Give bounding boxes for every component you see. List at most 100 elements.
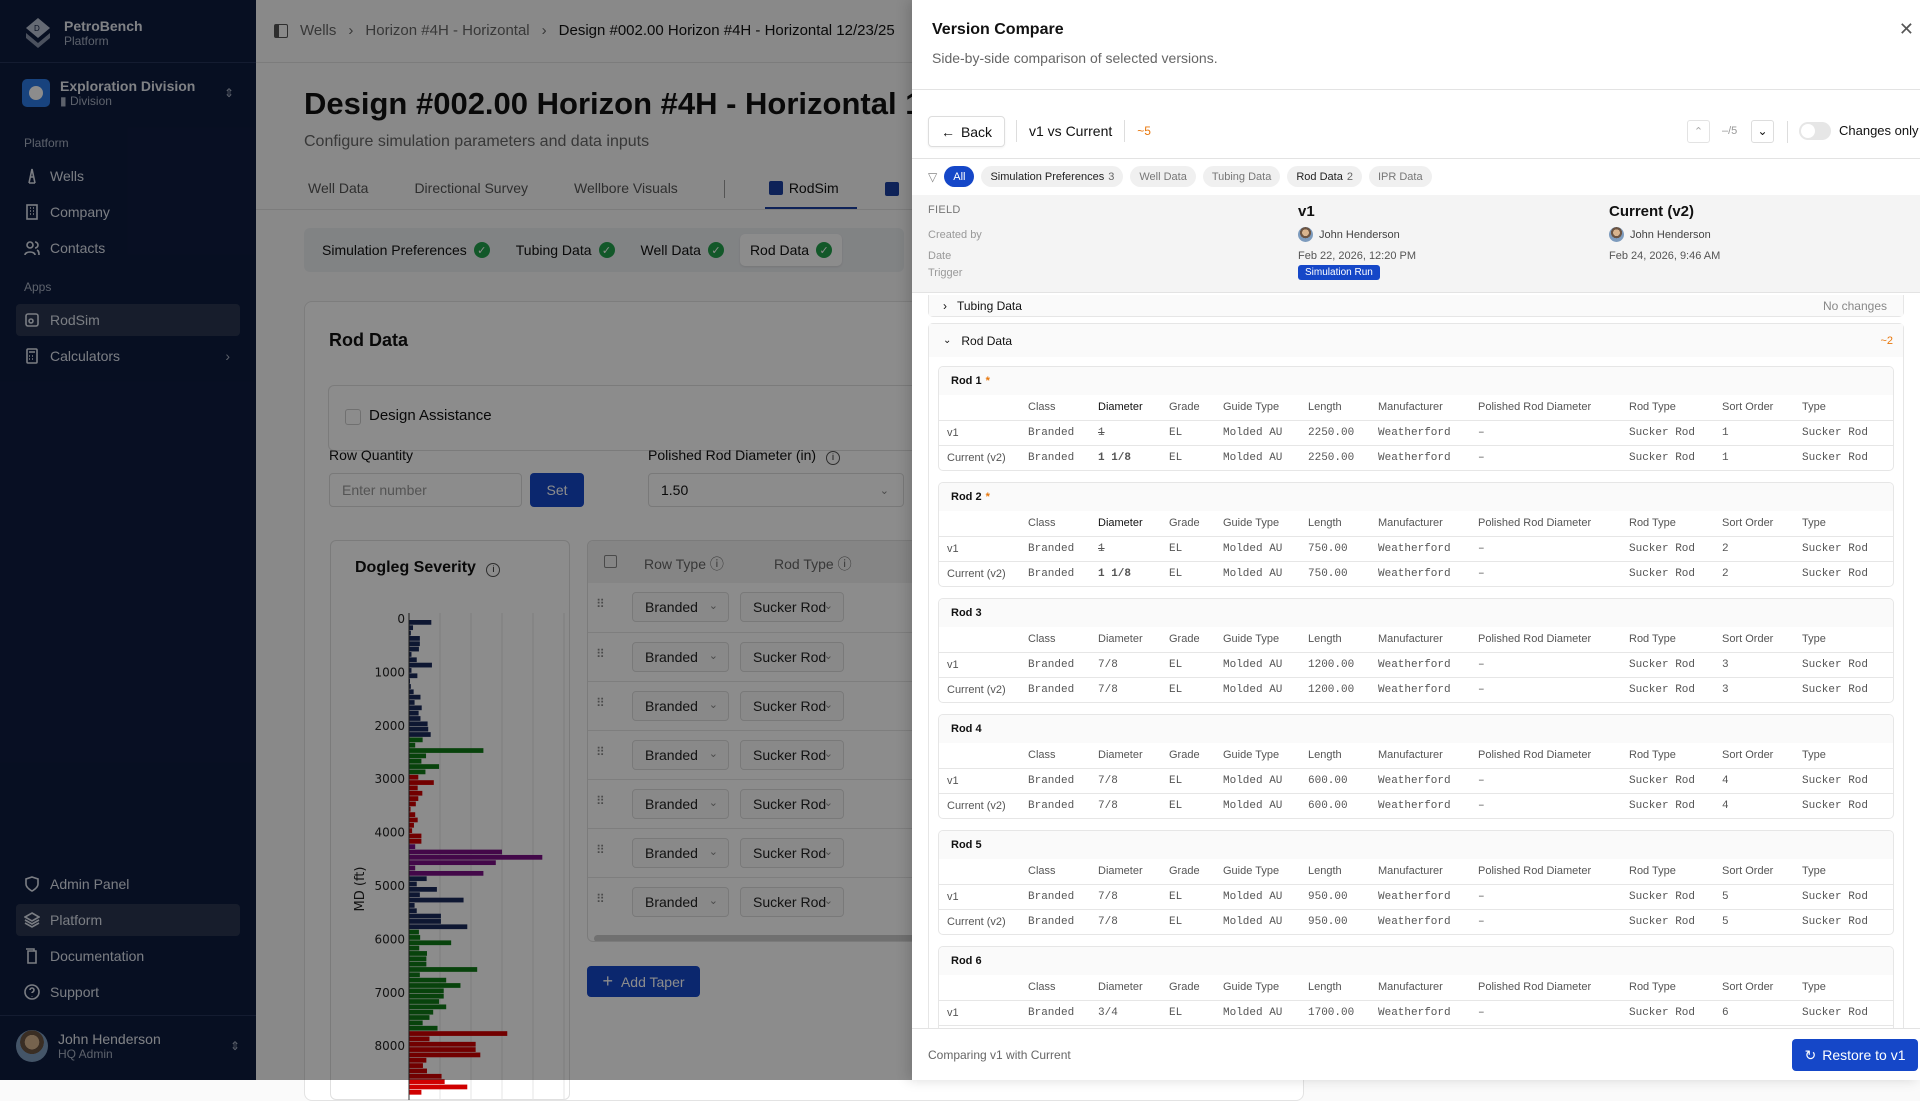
brand[interactable]: D PetroBench Platform: [22, 12, 143, 54]
sidebar-item-documentation[interactable]: Documentation: [16, 940, 240, 972]
dogleg-bar: [409, 636, 420, 641]
dogleg-bar: [409, 897, 464, 903]
dogleg-bar: [409, 806, 411, 812]
filter-chip-tubing-data[interactable]: Tubing Data: [1202, 166, 1281, 187]
dogleg-bar: [409, 721, 428, 727]
chevron-down-icon: ⌄: [708, 797, 718, 809]
compare-scroll-area[interactable]: › Tubing Data No changes ⌄ Rod Data ~2 Rod 1…: [912, 293, 1920, 1028]
filter-chip-ipr-data[interactable]: IPR Data: [1368, 166, 1432, 187]
columns-icon[interactable]: [604, 555, 617, 568]
row-label: v1: [939, 767, 1028, 793]
sidebar-item-platform[interactable]: Platform: [16, 904, 240, 936]
column-header-row: Class Diameter Grade Guide Type Length Manufa…: [939, 627, 1893, 652]
filter-chip-well-data[interactable]: Well Data: [1130, 166, 1196, 187]
section-rod-data: ⌄ Rod Data ~2 Rod 1 * Class Diameter Grade Guid…: [928, 323, 1904, 1028]
tab-well-data[interactable]: Well Data: [308, 180, 369, 196]
design-assistance-label: Design Assistance: [369, 407, 492, 424]
step-well-data[interactable]: Well Data ✓: [631, 234, 734, 266]
section-header[interactable]: › Tubing Data No changes: [929, 295, 1903, 316]
sidebar-toggle-icon[interactable]: [274, 23, 288, 38]
dogleg-bar: [409, 1015, 430, 1020]
drag-handle-icon[interactable]: ⠿: [596, 892, 605, 906]
sidebar-item-support[interactable]: Support: [16, 976, 240, 1008]
drag-handle-icon[interactable]: ⠿: [596, 647, 605, 661]
design-assistance-checkbox[interactable]: [345, 409, 361, 425]
tab-rodsim[interactable]: RodSim: [764, 180, 857, 209]
cell: Sucker Rod: [1629, 1024, 1722, 1028]
rod-title: Rod 6: [951, 955, 982, 967]
drag-handle-icon[interactable]: ⠿: [596, 597, 605, 611]
drag-handle-icon[interactable]: ⠿: [596, 745, 605, 759]
cell: Molded AU: [1223, 676, 1308, 702]
close-icon[interactable]: ✕: [1898, 19, 1914, 39]
cell: 1700.00: [1308, 1024, 1378, 1028]
filter-chip-all[interactable]: All: [944, 166, 975, 187]
row-type-select[interactable]: Branded ⌄: [632, 838, 729, 868]
cell: Weatherford: [1378, 883, 1478, 909]
polished-rod-select[interactable]: 1.50 ⌄: [648, 473, 904, 507]
set-button[interactable]: Set: [530, 473, 584, 507]
info-icon[interactable]: ⓘ: [837, 556, 852, 572]
rod-type-select[interactable]: Sucker Rod ⌄: [740, 740, 844, 770]
sidebar-item-contacts[interactable]: Contacts: [16, 232, 240, 264]
tab-wellbore-visuals[interactable]: Wellbore Visuals: [574, 180, 678, 196]
sidebar-item-company[interactable]: Company: [16, 196, 240, 228]
row-quantity-input[interactable]: Enter number: [329, 473, 522, 507]
section-header[interactable]: ⌄ Rod Data ~2: [929, 324, 1903, 357]
row-type-select[interactable]: Branded ⌄: [632, 887, 729, 917]
breadcrumb-wells[interactable]: Wells: [300, 22, 337, 39]
step-rod-data[interactable]: Rod Data ✓: [739, 234, 843, 266]
back-button[interactable]: ← Back: [928, 116, 1005, 147]
breadcrumb-well[interactable]: Horizon #4H - Horizontal: [365, 22, 530, 39]
rod-type-select[interactable]: Sucker Rod ⌄: [740, 691, 844, 721]
row-type-select[interactable]: Branded ⌄: [632, 592, 729, 622]
row-type-select[interactable]: Branded ⌄: [632, 740, 729, 770]
cell: Branded: [1028, 535, 1098, 561]
step-tubing-data[interactable]: Tubing Data ✓: [506, 234, 625, 266]
rod-card-header: Rod 4: [939, 715, 1893, 743]
add-taper-button[interactable]: + Add Taper: [587, 966, 700, 997]
dogleg-bar: [409, 689, 414, 695]
divider: [0, 1015, 256, 1016]
restore-button[interactable]: ↻ Restore to v1: [1792, 1039, 1918, 1071]
info-icon[interactable]: ⓘ: [709, 556, 724, 572]
rod-type-select[interactable]: Sucker Rod ⌄: [740, 642, 844, 672]
drag-handle-icon[interactable]: ⠿: [596, 794, 605, 808]
modal-overlay[interactable]: [0, 0, 912, 1080]
column-header: Polished Rod Diameter: [1478, 981, 1592, 994]
prev-change-button[interactable]: ⌃: [1687, 120, 1710, 143]
building-icon: [26, 204, 38, 220]
row-type-select[interactable]: Branded ⌄: [632, 642, 729, 672]
horizontal-scrollbar[interactable]: [594, 935, 984, 941]
filter-chip-simulation-preferences[interactable]: Simulation Preferences 3: [981, 166, 1124, 187]
info-icon[interactable]: i: [825, 451, 840, 465]
drag-handle-icon[interactable]: ⠿: [596, 843, 605, 857]
drag-handle-icon[interactable]: ⠿: [596, 696, 605, 710]
rod-type-select[interactable]: Sucker Rod ⌄: [740, 838, 844, 868]
app-icon[interactable]: [884, 182, 899, 196]
filter-chip-rod-data[interactable]: Rod Data 2: [1287, 166, 1362, 187]
rod-type-select[interactable]: Sucker Rod ⌄: [740, 789, 844, 819]
cell: 7/8: [1098, 883, 1169, 909]
rod-title: Rod 1: [951, 375, 982, 387]
sidebar-item-calculators[interactable]: Calculators ›: [16, 340, 240, 372]
row-type-select[interactable]: Branded ⌄: [632, 691, 729, 721]
column-header: Guide Type: [1223, 401, 1280, 414]
org-switcher[interactable]: Exploration Division ▮ Division ⇕: [22, 78, 234, 108]
tab-directional-survey[interactable]: Directional Survey: [414, 180, 529, 196]
user-menu[interactable]: John Henderson HQ Admin ⇕: [16, 1030, 240, 1062]
step-simulation-preferences[interactable]: Simulation Preferences ✓: [312, 234, 500, 266]
rod-type-select[interactable]: Sucker Rod ⌄: [740, 887, 844, 917]
info-icon[interactable]: i: [486, 563, 501, 577]
changes-only-toggle[interactable]: [1799, 122, 1831, 140]
chevron-down-icon: ⌄: [708, 846, 718, 858]
sidebar-item-admin-panel[interactable]: Admin Panel: [16, 868, 240, 900]
select-value: Branded: [645, 894, 698, 910]
section-tubing-data[interactable]: › Tubing Data No changes: [928, 295, 1904, 317]
sidebar-item-wells[interactable]: Wells: [16, 160, 240, 192]
cell: Weatherford: [1378, 419, 1478, 445]
next-change-button[interactable]: ⌄: [1751, 120, 1774, 143]
rod-type-select[interactable]: Sucker Rod ⌄: [740, 592, 844, 622]
sidebar-item-rodsim[interactable]: RodSim: [16, 304, 240, 336]
row-type-select[interactable]: Branded ⌄: [632, 789, 729, 819]
